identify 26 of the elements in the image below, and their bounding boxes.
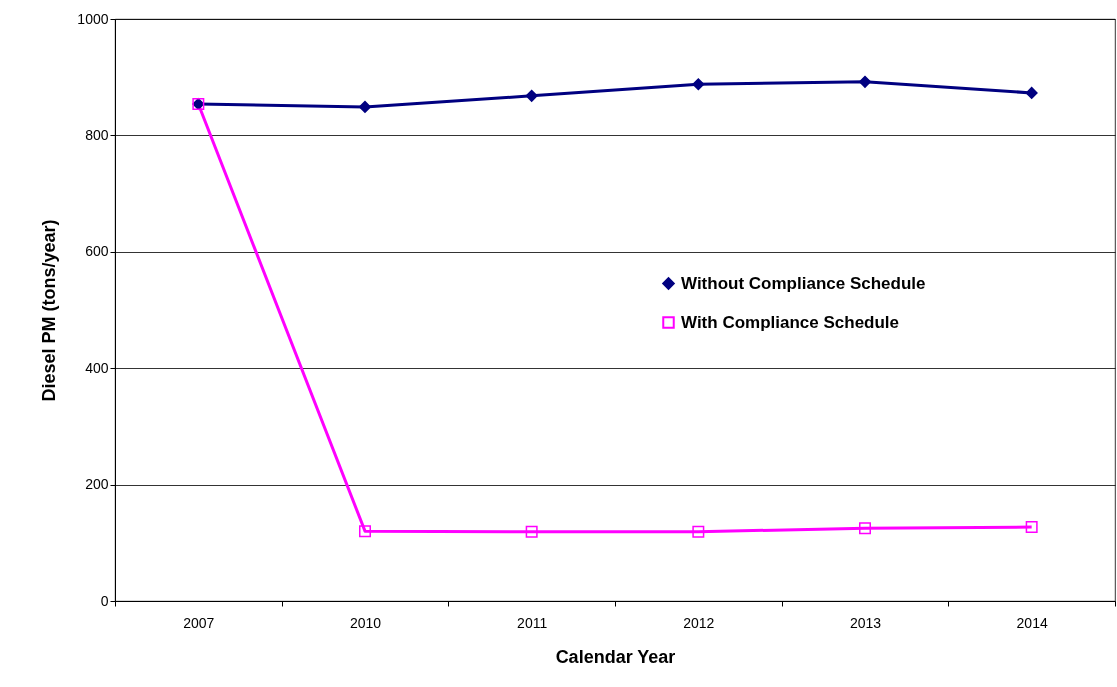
point — [692, 525, 705, 538]
x-tick-label: 2007 — [183, 614, 215, 631]
point — [1025, 86, 1038, 99]
y-tick-label: 1000 — [77, 10, 109, 27]
point — [359, 100, 371, 113]
y-axis-title: Diesel PM (tons/year) — [39, 219, 60, 402]
legend-label: Without Compliance Schedule — [681, 273, 926, 293]
point — [1025, 521, 1038, 534]
point — [525, 89, 538, 102]
y-tick-label: 200 — [85, 476, 109, 493]
x-tick-label: 2013 — [849, 614, 882, 631]
legend-label: With Compliance Schedule — [681, 312, 900, 332]
y-tick-label: 600 — [85, 243, 109, 260]
point — [859, 75, 871, 88]
y-tick-label: 800 — [85, 126, 109, 143]
x-tick-label: 2014 — [1016, 614, 1048, 631]
x-tick-label: 2011 — [517, 614, 548, 631]
point — [359, 525, 371, 538]
x-axis-title: Calendar Year — [555, 646, 676, 667]
point — [859, 522, 871, 535]
point — [692, 78, 705, 91]
y-tick-label: 400 — [85, 359, 109, 376]
point — [525, 525, 538, 538]
y-tick-label: 0 — [100, 592, 109, 609]
x-tick-label: 2010 — [349, 614, 382, 631]
x-tick-label: 2012 — [683, 614, 715, 631]
